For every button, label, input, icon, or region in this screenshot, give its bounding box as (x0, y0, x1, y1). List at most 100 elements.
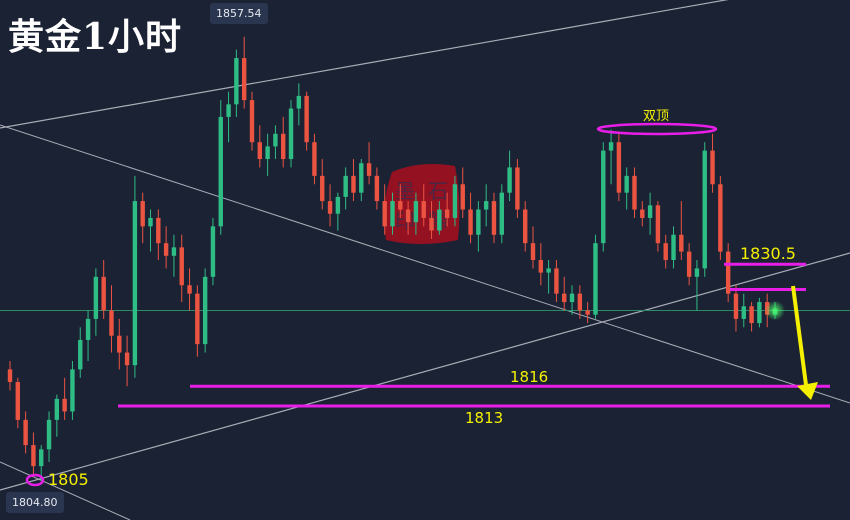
candle-body (288, 108, 294, 160)
candle-body (444, 209, 450, 218)
down-arrow-head (797, 382, 818, 400)
candle-body (507, 167, 512, 193)
candle-body (202, 276, 208, 345)
candle-body (179, 247, 184, 286)
candle-body (335, 196, 341, 214)
candle-body (562, 293, 567, 303)
candle-body (608, 142, 614, 151)
candle-body (702, 150, 707, 269)
candle-body (265, 146, 270, 160)
candle-body (429, 217, 434, 231)
seal-char: 石 (428, 179, 448, 203)
double-top-ellipse (596, 122, 718, 136)
candle-body (655, 205, 661, 244)
low-circle (25, 473, 45, 487)
candle-body (351, 175, 356, 193)
candle-body (273, 133, 278, 147)
candle-body (538, 260, 544, 273)
candle-body (78, 339, 83, 370)
candle-body (39, 449, 44, 467)
candle-body (327, 201, 333, 214)
candle-body (554, 268, 559, 294)
candle-body (718, 184, 723, 252)
candle-body (343, 175, 348, 197)
candle-body (624, 175, 629, 193)
candle-body (421, 201, 426, 218)
candle-body (483, 201, 489, 210)
candle-body (476, 209, 481, 235)
candle-body (632, 175, 637, 210)
candle-body (218, 116, 223, 227)
candle-body (593, 243, 598, 315)
candle-body (640, 209, 645, 218)
candle-body (577, 293, 583, 311)
double-top-label: 双顶 (643, 109, 670, 124)
candle-body (616, 142, 622, 193)
candle-body (710, 150, 715, 185)
candle-body (530, 243, 536, 260)
candle-body (686, 251, 692, 277)
candle-body (366, 163, 372, 176)
candle-body (757, 302, 762, 324)
candle-body (390, 201, 395, 227)
candle-body (452, 184, 458, 218)
candle-body (312, 142, 317, 176)
candle-body (460, 184, 465, 210)
candle-body (54, 398, 60, 420)
candle-body (304, 95, 309, 143)
candle-body (249, 100, 255, 143)
candle-body (405, 209, 411, 223)
seal-char: 印 (395, 209, 415, 233)
candle-body (749, 306, 754, 324)
candle-body (85, 318, 91, 340)
candle-body (374, 175, 380, 202)
candle-body (187, 285, 192, 294)
candle-body (23, 419, 28, 446)
candle-body (101, 276, 106, 311)
ascending-trendline (0, 252, 850, 491)
candle-body (70, 369, 75, 412)
candle-body (46, 419, 52, 450)
candle-body (124, 352, 130, 366)
low-1805-label: 1805 (48, 470, 89, 489)
candle-body (523, 209, 528, 244)
chart-title: 黄金1小时 (8, 16, 183, 58)
candle-body (647, 205, 653, 218)
candle-body (7, 369, 13, 383)
high-price-tooltip: 1857.54 (210, 3, 268, 24)
candle-body (195, 293, 200, 345)
low-price-tooltip: 1804.80 (6, 492, 64, 513)
candle-body (257, 142, 262, 160)
descending-trendline (0, 124, 850, 404)
candle-body (234, 58, 239, 105)
candle-body (663, 243, 668, 260)
seal-char: 墨 (395, 179, 415, 203)
candle-body (210, 226, 216, 277)
candle-body (694, 268, 700, 277)
candle-body (132, 201, 138, 366)
candle-body (117, 335, 122, 353)
down-arrow-shaft (791, 285, 808, 386)
candle-body (601, 150, 606, 244)
candle-body (93, 276, 99, 319)
candle-body (569, 293, 575, 303)
candle-body (156, 217, 161, 244)
candle-body (741, 306, 746, 319)
candle-body (413, 201, 419, 223)
candle-body (491, 201, 497, 235)
candle-body (546, 268, 551, 273)
candle-body (171, 247, 177, 256)
candle-body (679, 234, 684, 252)
candle-body (359, 163, 364, 193)
candle-body (148, 217, 153, 227)
candle-body (437, 209, 442, 231)
candle-body (281, 133, 286, 160)
candle-body (398, 201, 403, 210)
candle-body (226, 104, 231, 117)
candle-body (515, 167, 520, 210)
candle-body (109, 310, 114, 336)
candle-body (725, 251, 731, 294)
candle-body (671, 234, 676, 260)
support-1813-label: 1813 (465, 409, 504, 427)
